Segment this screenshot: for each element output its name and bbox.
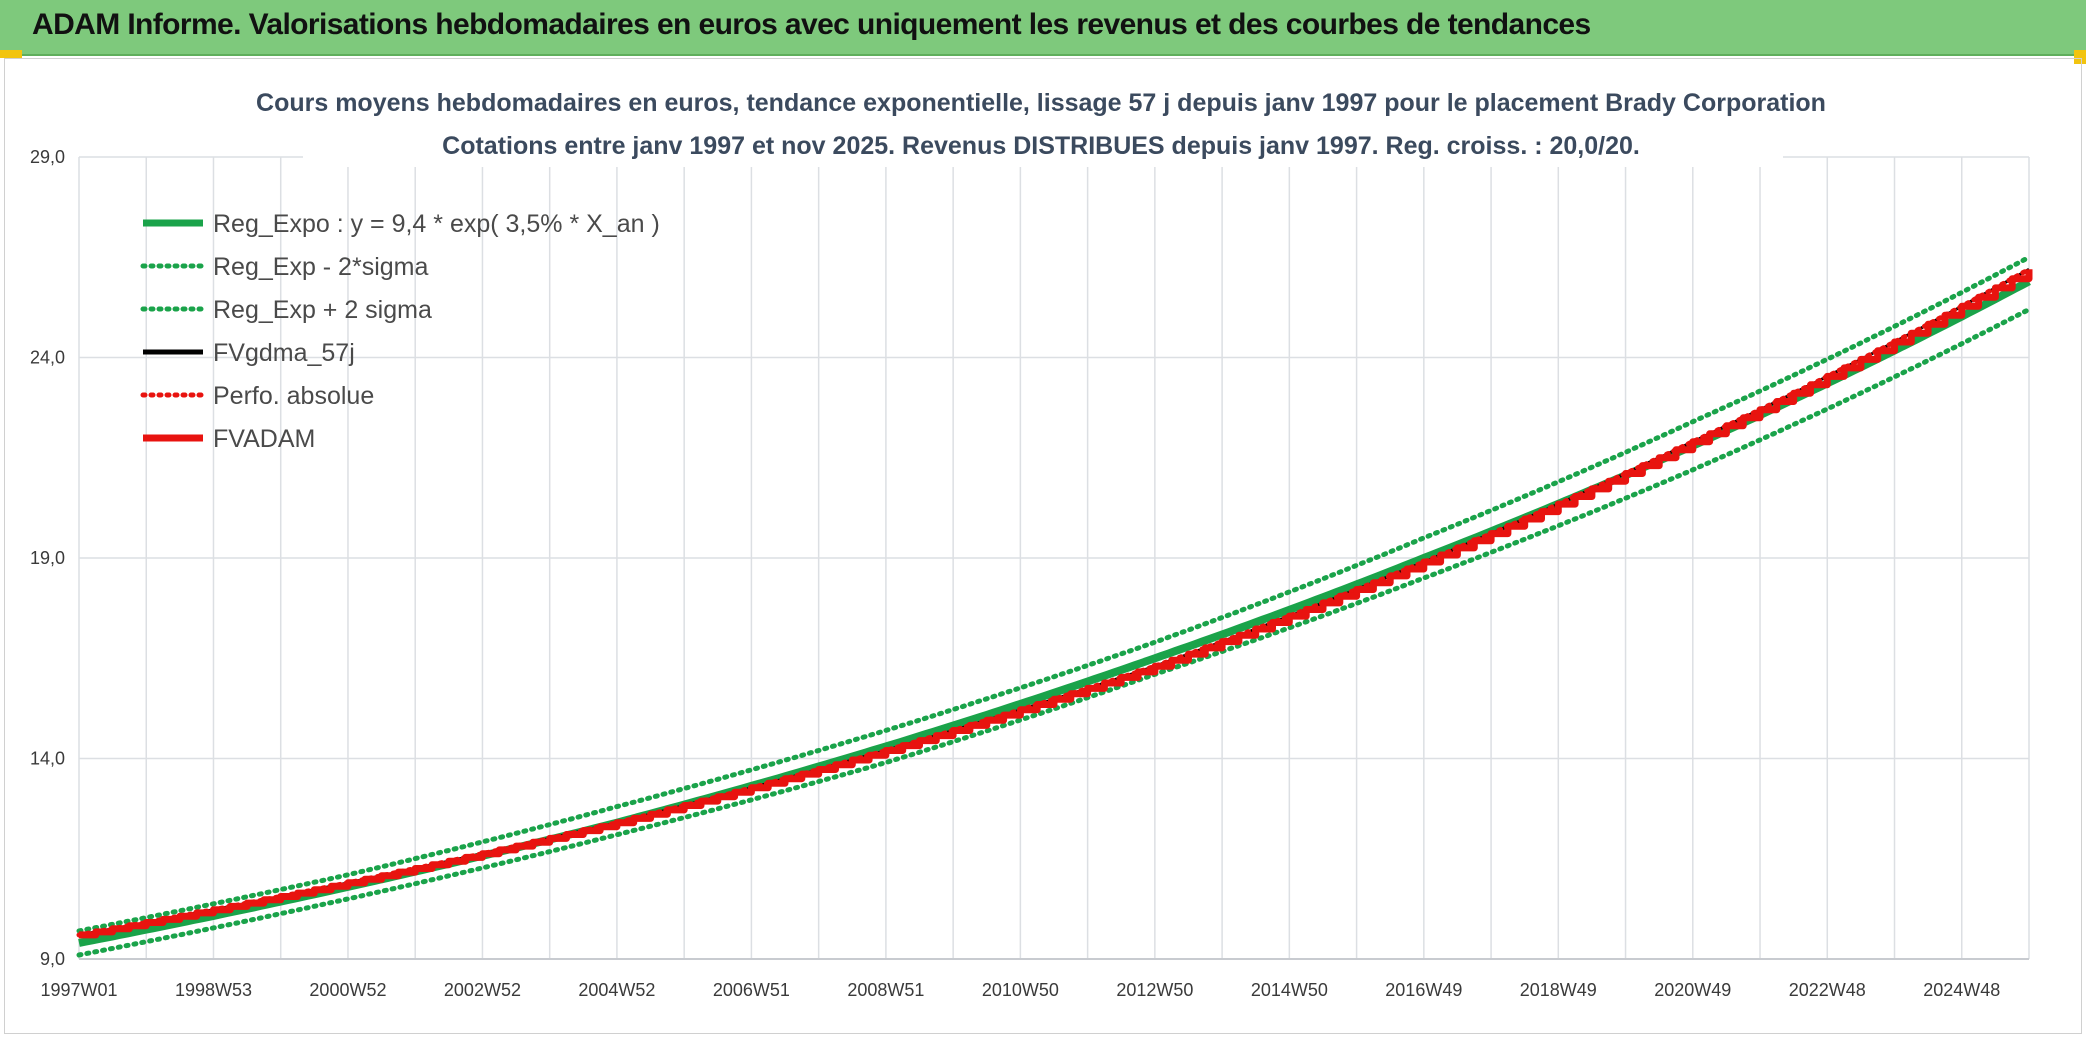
x-tick-label: 2000W52 xyxy=(309,980,386,1000)
series-line-reg-exp-2-sigma xyxy=(76,306,2032,958)
legend-label: Reg_Exp + 2 sigma xyxy=(213,296,432,324)
x-tick-label: 2010W50 xyxy=(982,980,1059,1000)
legend-label: FVgdma_57j xyxy=(213,339,355,367)
legend: Reg_Expo : y = 9,4 * exp( 3,5% * X_an ) R… xyxy=(140,210,660,453)
x-tick-label: 2022W48 xyxy=(1789,980,1866,1000)
y-tick-label: 9,0 xyxy=(40,949,65,969)
chart-title-line2: Cotations entre janv 1997 et nov 2025. R… xyxy=(442,132,1640,160)
series-line-reg-expo-y-9-4-exp-3-5-x-an xyxy=(78,277,2031,947)
x-tick-label: 2014W50 xyxy=(1251,980,1328,1000)
x-tick-label: 2008W51 xyxy=(847,980,924,1000)
chart-canvas: 9,0 14,0 19,0 24,0 29,0 1997W01 1998W53 2000W5… xyxy=(30,79,2033,1000)
x-tick-label: 2006W51 xyxy=(713,980,790,1000)
chart-frame: 9,0 14,0 19,0 24,0 29,0 1997W01 1998W53 2000W5… xyxy=(4,58,2082,1034)
report-title: ADAM Informe. Valorisations hebdomadaire… xyxy=(32,8,1591,41)
x-tick-label: 2020W49 xyxy=(1654,980,1731,1000)
x-tick-label: 2016W49 xyxy=(1385,980,1462,1000)
legend-item-fvadam: FVADAM xyxy=(143,425,315,453)
legend-label: Reg_Expo : y = 9,4 * exp( 3,5% * X_an ) xyxy=(213,210,660,238)
x-axis: 1997W01 1998W53 2000W52 2002W52 2004W52 2006W… xyxy=(40,980,2000,1000)
corner-accent-right xyxy=(2074,50,2086,64)
y-tick-label: 24,0 xyxy=(30,348,65,368)
report-header: ADAM Informe. Valorisations hebdomadaire… xyxy=(0,0,2086,56)
series-line-fvadam xyxy=(79,269,2033,939)
series-line-reg-exp-2-sigma xyxy=(76,254,2032,934)
x-tick-label: 2002W52 xyxy=(444,980,521,1000)
series xyxy=(76,254,2033,958)
chart-title-background xyxy=(303,79,1783,167)
legend-item-fvgdma-57j: FVgdma_57j xyxy=(143,339,355,367)
legend-item-reg-exp-2-sigma: Reg_Exp - 2*sigma xyxy=(140,253,428,281)
corner-accent-left xyxy=(0,50,22,58)
y-tick-label: 14,0 xyxy=(30,749,65,769)
x-tick-label: 2024W48 xyxy=(1923,980,2000,1000)
x-tick-label: 2018W49 xyxy=(1520,980,1597,1000)
series-line-perfo-absolue xyxy=(76,266,2032,938)
x-tick-label: 2012W50 xyxy=(1116,980,1193,1000)
y-tick-label: 19,0 xyxy=(30,548,65,568)
y-tick-label: 29,0 xyxy=(30,147,65,167)
x-tick-label: 2004W52 xyxy=(578,980,655,1000)
chart-title-line1: Cours moyens hebdomadaires en euros, ten… xyxy=(256,89,1826,117)
legend-label: Reg_Exp - 2*sigma xyxy=(213,253,428,281)
x-tick-label: 1998W53 xyxy=(175,980,252,1000)
legend-item-reg-expo-y-9-4-exp-3-5-x-an: Reg_Expo : y = 9,4 * exp( 3,5% * X_an ) xyxy=(143,210,660,238)
legend-item-perfo-absolue: Perfo. absolue xyxy=(140,382,374,410)
x-tick-label: 1997W01 xyxy=(40,980,117,1000)
legend-label: FVADAM xyxy=(213,425,315,453)
legend-item-reg-exp-2-sigma: Reg_Exp + 2 sigma xyxy=(140,296,432,324)
y-axis: 9,0 14,0 19,0 24,0 29,0 xyxy=(30,147,65,969)
legend-label: Perfo. absolue xyxy=(213,382,374,410)
series-line-fvgdma-57j xyxy=(78,267,2030,937)
grid xyxy=(78,156,2030,960)
